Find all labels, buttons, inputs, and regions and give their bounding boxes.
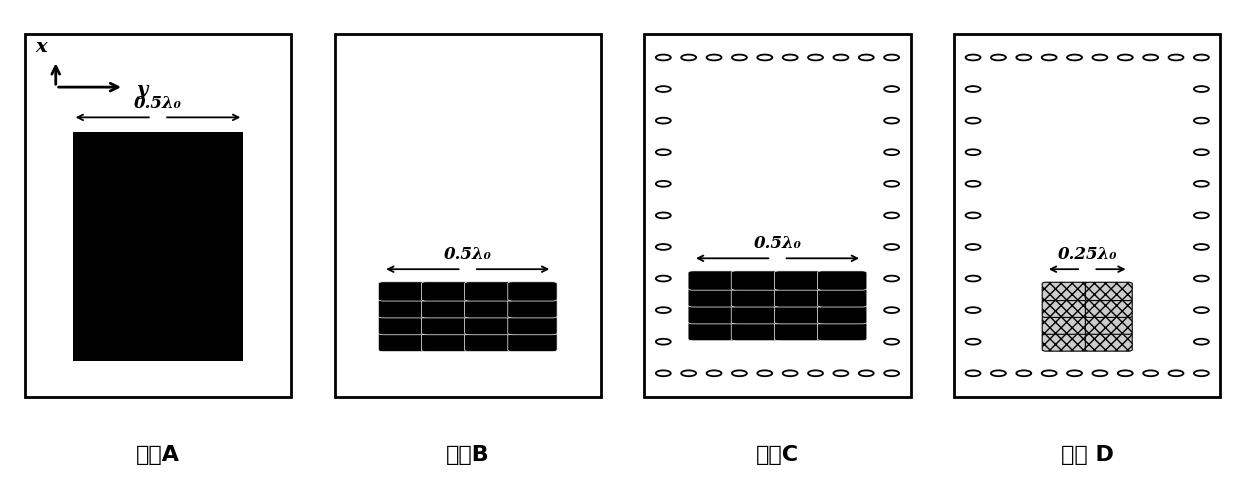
Bar (25, 34, 291, 397)
FancyBboxPatch shape (378, 333, 427, 351)
Text: x: x (35, 38, 47, 56)
Text: 0.5λ₀: 0.5λ₀ (444, 246, 492, 263)
FancyBboxPatch shape (688, 304, 737, 324)
FancyBboxPatch shape (378, 299, 427, 318)
Text: 天线C: 天线C (756, 445, 799, 465)
FancyBboxPatch shape (421, 299, 471, 318)
FancyBboxPatch shape (1085, 333, 1132, 351)
FancyBboxPatch shape (421, 333, 471, 351)
FancyBboxPatch shape (731, 288, 781, 307)
FancyBboxPatch shape (465, 282, 514, 301)
Text: 天线 D: 天线 D (1061, 445, 1114, 465)
FancyBboxPatch shape (1085, 282, 1132, 301)
Text: 0.5λ₀: 0.5λ₀ (134, 94, 182, 111)
Bar (644, 34, 911, 397)
FancyBboxPatch shape (508, 299, 558, 318)
FancyBboxPatch shape (818, 271, 867, 290)
Text: 天线B: 天线B (446, 445, 489, 465)
FancyBboxPatch shape (1042, 316, 1089, 334)
FancyBboxPatch shape (774, 288, 824, 307)
FancyBboxPatch shape (688, 271, 737, 290)
FancyBboxPatch shape (818, 321, 867, 341)
FancyBboxPatch shape (1042, 333, 1089, 351)
FancyBboxPatch shape (688, 321, 737, 341)
FancyBboxPatch shape (421, 316, 471, 335)
FancyBboxPatch shape (1042, 282, 1089, 301)
FancyBboxPatch shape (465, 333, 514, 351)
FancyBboxPatch shape (378, 282, 427, 301)
FancyBboxPatch shape (508, 333, 558, 351)
Bar (73, 132, 243, 361)
Bar (335, 34, 601, 397)
FancyBboxPatch shape (378, 316, 427, 335)
Text: y: y (136, 80, 147, 99)
FancyBboxPatch shape (731, 271, 781, 290)
FancyBboxPatch shape (774, 304, 824, 324)
FancyBboxPatch shape (1085, 299, 1132, 318)
FancyBboxPatch shape (774, 271, 824, 290)
Text: 0.5λ₀: 0.5λ₀ (753, 236, 802, 253)
FancyBboxPatch shape (508, 282, 558, 301)
FancyBboxPatch shape (465, 299, 514, 318)
FancyBboxPatch shape (421, 282, 471, 301)
FancyBboxPatch shape (688, 288, 737, 307)
Bar (954, 34, 1220, 397)
FancyBboxPatch shape (774, 321, 824, 341)
Text: 天线A: 天线A (136, 445, 180, 465)
FancyBboxPatch shape (465, 316, 514, 335)
FancyBboxPatch shape (731, 321, 781, 341)
Text: 0.25λ₀: 0.25λ₀ (1057, 246, 1118, 263)
FancyBboxPatch shape (818, 304, 867, 324)
FancyBboxPatch shape (1085, 316, 1132, 334)
FancyBboxPatch shape (818, 288, 867, 307)
FancyBboxPatch shape (1042, 299, 1089, 318)
FancyBboxPatch shape (508, 316, 558, 335)
FancyBboxPatch shape (731, 304, 781, 324)
